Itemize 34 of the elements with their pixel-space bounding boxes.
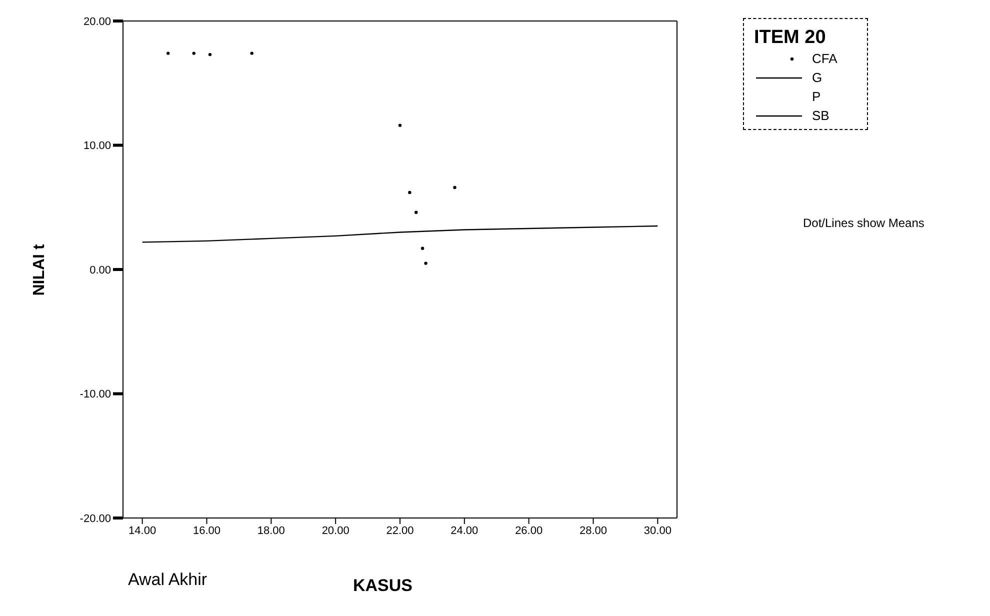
legend-label: P xyxy=(812,89,821,104)
legend-title: ITEM 20 xyxy=(754,27,827,49)
point xyxy=(408,190,412,194)
x-tick-label: 24.00 xyxy=(450,524,478,537)
point xyxy=(250,52,254,55)
x-tick-label: 18.00 xyxy=(257,524,285,537)
legend-label: G xyxy=(812,70,822,85)
y-tick-label: -20.00 xyxy=(80,512,111,525)
x-tick-label: 20.00 xyxy=(322,524,350,537)
point xyxy=(192,52,196,55)
legend-label: SB xyxy=(812,108,830,123)
point xyxy=(414,210,418,214)
x-tick-label: 28.00 xyxy=(579,524,608,537)
x-axis-title: KASUS xyxy=(353,576,413,596)
point xyxy=(424,262,428,265)
text: Awal Akhir xyxy=(128,570,208,590)
point xyxy=(453,186,456,190)
x-tick-label: 16.00 xyxy=(192,524,221,537)
text: Dot/Lines show Means xyxy=(803,216,924,230)
y-tick-label: 0.00 xyxy=(90,264,111,276)
x-tick-label: 26.00 xyxy=(515,524,543,537)
y-tick-label: 10.00 xyxy=(83,140,111,152)
y-tick-label: -10.00 xyxy=(80,388,111,401)
point xyxy=(208,52,212,56)
point xyxy=(420,246,424,250)
point xyxy=(398,124,402,127)
point xyxy=(166,52,170,55)
y-tick-label: 20.00 xyxy=(83,16,111,28)
line-series xyxy=(142,225,658,243)
x-tick-label: 30.00 xyxy=(644,524,672,537)
y-axis-title: NILAI t xyxy=(31,244,49,296)
x-tick-label: 22.00 xyxy=(386,524,414,537)
legend-label: CFA xyxy=(812,51,838,66)
x-tick-label: 14.00 xyxy=(128,524,156,537)
